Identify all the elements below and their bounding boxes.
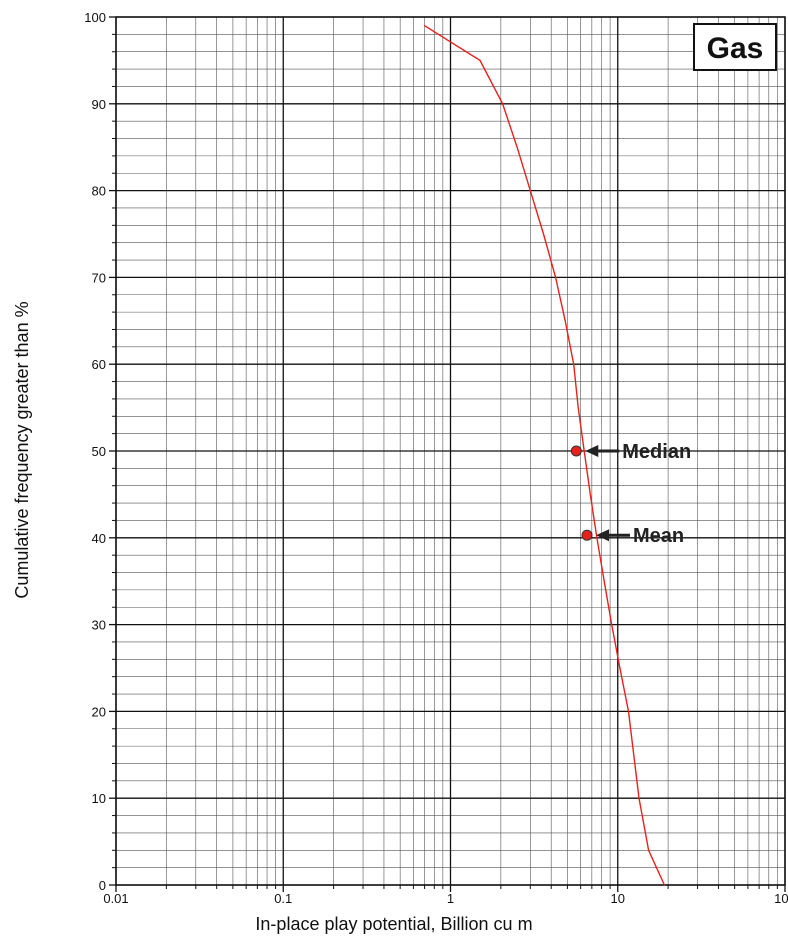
y-axis-title: Cumulative frequency greater than % [12, 301, 32, 598]
y-tick-label: 100 [84, 10, 106, 25]
y-tick-label: 80 [92, 184, 106, 199]
data-point [529, 190, 531, 192]
x-tick-label: 0.1 [274, 891, 292, 906]
y-tick-label: 70 [92, 270, 106, 285]
y-tick-label: 40 [92, 531, 106, 546]
median-arrow-head [585, 445, 599, 457]
mean-arrow-head [596, 529, 610, 542]
y-tick-label: 10 [92, 791, 106, 806]
y-tick-label: 50 [92, 444, 106, 459]
data-point [603, 580, 605, 582]
median-marker [570, 445, 582, 457]
annotations-layer: Median Mean [570, 441, 691, 547]
x-tick-label: 0.01 [103, 891, 128, 906]
data-point [596, 537, 598, 539]
data-point [663, 884, 665, 886]
mean-marker [581, 529, 593, 541]
data-point [638, 797, 640, 799]
y-axis: 0 10 20 30 40 50 60 70 80 90 100 [84, 10, 116, 893]
gas-badge: Gas [693, 23, 777, 71]
data-point [611, 624, 613, 626]
mean-label: Mean [633, 525, 684, 547]
data-point [423, 25, 426, 27]
x-tick-label: 10 [611, 891, 625, 906]
y-tick-label: 90 [92, 97, 106, 112]
data-point [554, 276, 557, 278]
data-point [648, 849, 650, 851]
data-point [502, 103, 504, 105]
data-point [573, 363, 575, 365]
data-point [619, 667, 621, 669]
data-point [583, 450, 585, 452]
gas-badge-label: Gas [707, 32, 764, 65]
data-point [479, 59, 481, 62]
y-tick-label: 60 [92, 357, 106, 372]
data-point [589, 493, 591, 495]
data-point [627, 710, 630, 713]
data-point [542, 233, 545, 235]
y-tick-label: 20 [92, 704, 106, 719]
data-point [564, 320, 566, 322]
data-point [577, 407, 579, 409]
x-axis-title: In-place play potential, Billion cu m [255, 914, 532, 934]
x-tick-label: 1 [447, 891, 454, 906]
x-axis: 0.01 0.1 1 10 100 [103, 885, 788, 906]
median-label: Median [622, 441, 691, 463]
x-tick-label: 100 [774, 891, 788, 906]
y-tick-label: 0 [99, 878, 106, 893]
gas-badge-box [693, 23, 777, 71]
cumulative-frequency-line [424, 25, 666, 886]
series-layer [423, 25, 666, 886]
y-tick-label: 30 [92, 618, 106, 633]
data-point [516, 146, 518, 148]
